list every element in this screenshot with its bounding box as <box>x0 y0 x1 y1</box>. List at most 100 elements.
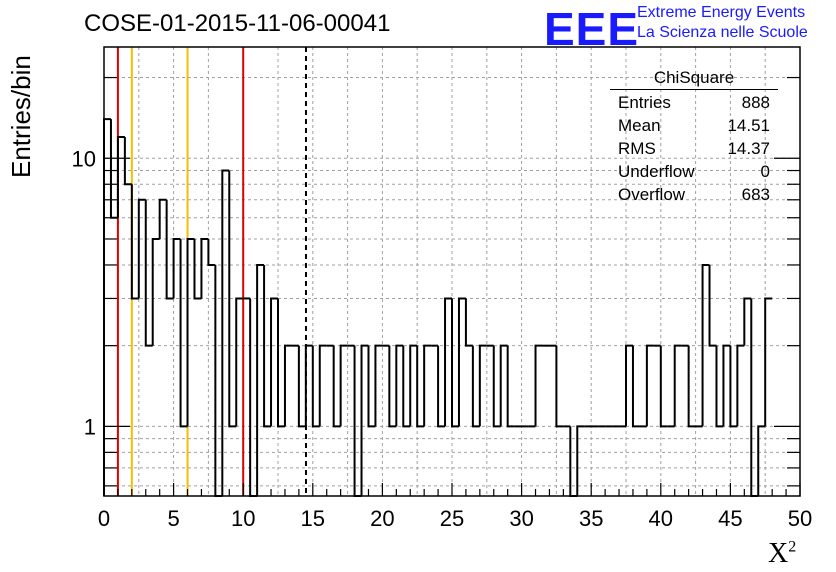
histogram-bin <box>367 345 376 428</box>
histogram-bin <box>444 297 452 427</box>
histogram-bin <box>249 298 258 497</box>
histogram-bin <box>297 345 306 428</box>
histogram-bin <box>263 264 272 428</box>
histogram-bin <box>228 170 237 428</box>
histogram-bin <box>186 237 195 427</box>
histogram-bin <box>659 345 668 428</box>
y-tick-label: 10 <box>72 146 96 171</box>
histogram-bin <box>764 297 773 427</box>
stats-row: Mean 14.51 <box>610 114 778 137</box>
stats-value: 888 <box>741 93 770 112</box>
x-axis-label-sup: 2 <box>788 538 797 556</box>
histogram-bin <box>736 344 745 427</box>
x-tick-label: 35 <box>579 506 603 531</box>
logo-line-2: La Scienza nelle Scuole <box>637 24 808 41</box>
histogram-bin <box>304 344 313 427</box>
histogram-bin <box>172 237 181 299</box>
histogram-bin <box>318 344 327 427</box>
histogram-bin <box>471 345 480 428</box>
stats-title: ChiSquare <box>610 68 778 90</box>
y-tick-label: 1 <box>84 414 96 439</box>
stats-row: Entries 888 <box>610 91 778 114</box>
x-tick-label: 30 <box>509 506 533 531</box>
histogram-bin <box>116 136 125 218</box>
stats-label: Mean <box>618 116 661 135</box>
histogram-bin <box>645 344 654 427</box>
histogram-bin <box>165 199 174 300</box>
histogram-bin <box>256 263 265 496</box>
histogram-bin <box>109 119 118 219</box>
histogram-bin <box>332 345 341 428</box>
x-axis-label-base: X <box>768 538 789 569</box>
histogram-bin <box>576 425 585 496</box>
x-tick-label: 0 <box>98 506 110 531</box>
histogram-bin <box>464 298 473 347</box>
histogram-bin <box>555 345 564 428</box>
histogram-bin <box>506 345 515 428</box>
histogram-bin <box>437 345 446 428</box>
histogram-bin <box>137 198 146 299</box>
histogram-bin <box>722 344 731 427</box>
histogram-bin <box>283 344 292 427</box>
histogram-bin <box>478 344 487 427</box>
histogram-bin <box>388 345 397 428</box>
histogram-bin <box>492 345 501 428</box>
histogram-bin <box>416 345 425 428</box>
histogram-bin <box>235 297 244 427</box>
x-tick-label: 50 <box>788 506 812 531</box>
stats-row: RMS 14.37 <box>610 137 778 160</box>
histogram-bin <box>757 425 766 496</box>
x-tick-label: 5 <box>167 506 179 531</box>
histogram-bin <box>353 345 362 497</box>
histogram-bin <box>214 264 223 497</box>
y-axis-label: Entries/bin <box>6 55 36 178</box>
x-tick-label: 25 <box>440 506 464 531</box>
histogram-bin <box>687 345 696 428</box>
histogram-bin <box>708 264 717 347</box>
histogram-bin <box>402 345 411 428</box>
histogram-bin <box>123 137 132 186</box>
histogram-bin <box>409 344 418 427</box>
histogram-bin <box>534 344 543 427</box>
stats-label: Overflow <box>618 185 686 204</box>
chart-title: COSE-01-2015-11-06-00041 <box>84 10 391 37</box>
histogram-bin <box>360 344 369 496</box>
histogram-bin <box>729 345 738 428</box>
histogram-bin <box>339 344 348 427</box>
histogram-bin <box>374 344 383 427</box>
x-axis-label: X2 <box>768 538 796 570</box>
stats-label: Entries <box>618 93 671 112</box>
histogram-bin <box>715 345 724 428</box>
stats-row: Overflow 683 <box>610 183 778 206</box>
histogram-bin <box>221 169 230 496</box>
stats-box: ChiSquare Entries 888 Mean 14.51 RMS 14.37 … <box>610 68 778 206</box>
histogram-bin <box>457 297 466 427</box>
histogram-bin <box>673 344 682 427</box>
histogram-bin <box>499 344 508 427</box>
histogram-bin <box>625 344 633 427</box>
histogram-bin <box>750 298 759 497</box>
histogram-bin <box>158 198 167 239</box>
x-tick-label: 15 <box>301 506 325 531</box>
histogram-bin <box>423 344 432 427</box>
stats-value: 14.51 <box>727 116 770 135</box>
histogram-bin <box>311 345 320 428</box>
histogram-bin <box>144 199 153 347</box>
histogram-bin <box>631 345 640 428</box>
x-tick-label: 40 <box>649 506 673 531</box>
histogram-bin <box>277 298 285 428</box>
stats-label: RMS <box>618 139 656 158</box>
histogram-bin <box>200 237 209 299</box>
x-tick-label: 45 <box>718 506 742 531</box>
x-tick-label: 20 <box>370 506 394 531</box>
stats-label: Underflow <box>618 162 695 181</box>
histogram-bin <box>207 238 216 266</box>
histogram-bin <box>270 297 278 427</box>
x-tick-label: 10 <box>231 506 255 531</box>
histogram-bin <box>103 118 111 496</box>
histogram-bin <box>193 238 202 300</box>
histogram-bin <box>130 184 139 300</box>
histogram-bin <box>179 238 188 428</box>
histogram-bin <box>701 263 710 427</box>
